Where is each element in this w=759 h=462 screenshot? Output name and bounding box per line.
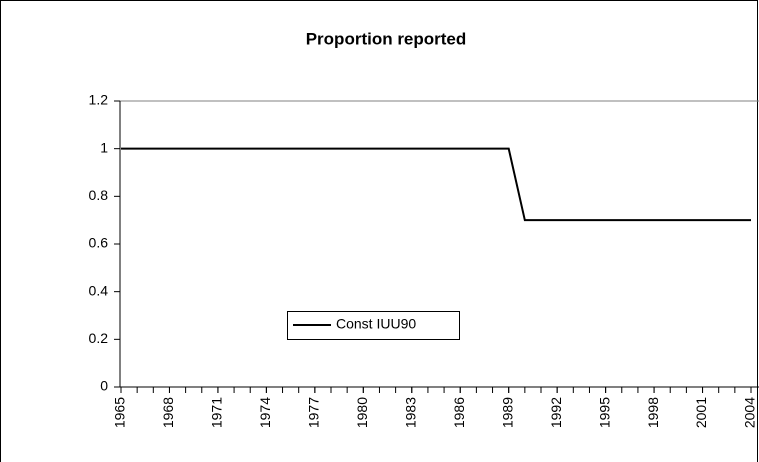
line-series xyxy=(121,147,751,222)
x-tick-label: 1968 xyxy=(160,397,176,428)
y-tick-label: 0.2 xyxy=(89,330,109,346)
x-tick-label: 1980 xyxy=(354,397,370,428)
legend-label: Const IUU90 xyxy=(336,316,416,332)
y-tick-label: 0 xyxy=(100,378,108,394)
x-tick-label: 1992 xyxy=(548,397,564,428)
x-tick-label: 1974 xyxy=(257,397,273,428)
x-tick-label: 1989 xyxy=(499,397,515,428)
x-tick-label: 1998 xyxy=(645,397,661,428)
y-tick-label: 1 xyxy=(100,139,108,155)
x-tick-label: 2004 xyxy=(742,397,758,428)
x-tick-label: 1995 xyxy=(596,397,612,428)
x-tick-label: 1986 xyxy=(451,397,467,428)
x-tick-label: 1977 xyxy=(306,397,322,428)
chart-title: Proportion reported xyxy=(306,29,467,48)
x-tick-label: 1965 xyxy=(112,397,128,428)
x-tick-label: 1971 xyxy=(209,397,225,428)
x-tick-label: 2001 xyxy=(693,397,709,428)
y-tick-label: 1.2 xyxy=(89,92,109,108)
y-tick-label: 0.6 xyxy=(89,235,109,251)
y-tick-label: 0.4 xyxy=(89,282,109,298)
y-tick-label: 0.8 xyxy=(89,187,109,203)
x-tick-label: 1983 xyxy=(402,397,418,428)
